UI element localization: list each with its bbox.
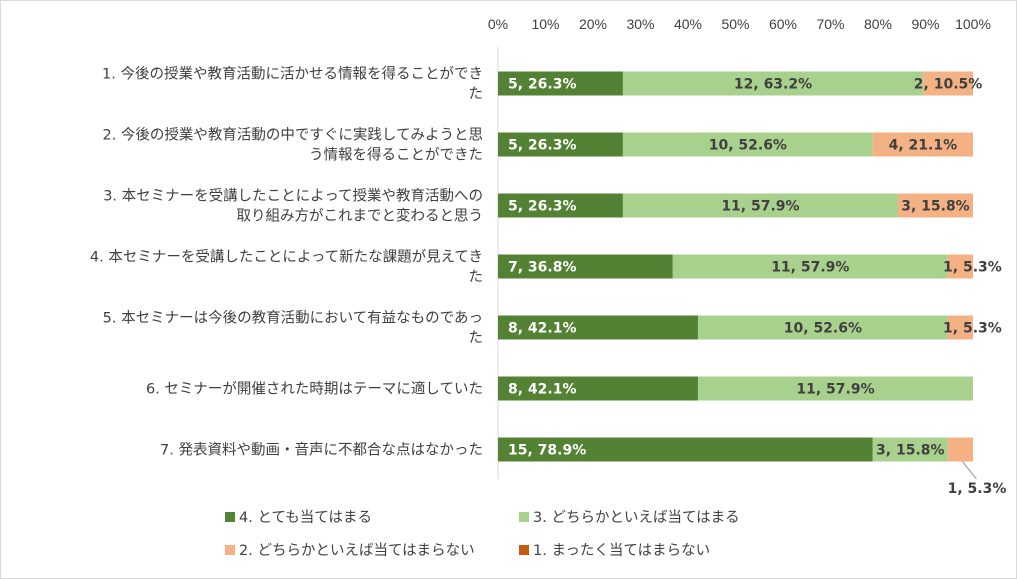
data-label: 2, 10.5% <box>914 77 983 93</box>
data-label: 1, 5.3% <box>943 260 1002 276</box>
bar-segment <box>498 71 623 96</box>
bar-segment <box>947 254 973 279</box>
x-tick-labels: 0% 10% 20% 30% 40% 50% 60% 70% 80% 90% 100% <box>488 16 991 32</box>
category-label: う情報を得ることができた <box>309 147 483 164</box>
data-labels: 5, 26.3% 12, 63.2% 2, 10.5% 5, 26.3% 10, 52.… <box>508 77 1006 498</box>
bar-segment <box>498 254 673 279</box>
data-label: 1, 5.3% <box>948 481 1007 497</box>
bar-segment <box>498 193 623 218</box>
legend-swatch <box>519 545 529 555</box>
x-tick-label: 10% <box>531 16 559 32</box>
bar-segment <box>498 132 623 157</box>
x-tick-label: 100% <box>955 16 991 32</box>
x-tick-label: 30% <box>626 16 654 32</box>
x-tick-label: 70% <box>816 16 844 32</box>
bar-segment <box>947 437 973 462</box>
legend-label: 3. どちらかといえば当てはまる <box>533 509 740 526</box>
bar-segment <box>897 193 973 218</box>
data-label: 7, 36.8% <box>508 260 577 276</box>
category-label: た <box>469 330 484 347</box>
data-label: 12, 63.2% <box>734 77 812 93</box>
category-label: 2. 今後の授業や教育活動の中ですぐに実践してみようと思 <box>102 127 483 144</box>
category-label: た <box>469 86 484 103</box>
legend-swatch <box>519 512 529 522</box>
data-label: 1, 5.3% <box>943 321 1002 337</box>
data-label: 11, 57.9% <box>796 382 874 398</box>
legend-label: 1. まったく当てはまらない <box>533 542 710 559</box>
bar-segments <box>498 71 973 462</box>
data-label: 5, 26.3% <box>508 138 577 154</box>
category-label: 1. 今後の授業や教育活動に活かせる情報を得ることができ <box>102 66 483 83</box>
bar-segment <box>622 193 898 218</box>
data-label: 4, 21.1% <box>889 138 958 154</box>
x-tick-label: 90% <box>911 16 939 32</box>
legend-swatch <box>225 545 235 555</box>
data-label: 11, 57.9% <box>771 260 849 276</box>
x-tick-label: 80% <box>864 16 892 32</box>
bar-segment <box>622 132 873 157</box>
bar-segment <box>672 254 948 279</box>
x-tick-label: 40% <box>674 16 702 32</box>
bar-segment <box>498 376 698 401</box>
legend: 4. とても当てはまる 3. どちらかといえば当てはまる 2. どちらかといえば当て… <box>225 509 740 559</box>
data-label: 15, 78.9% <box>508 443 586 459</box>
x-tick-label: 60% <box>769 16 797 32</box>
bar-segment <box>697 315 948 340</box>
category-label: 6. セミナーが開催された時期はテーマに適していた <box>146 380 483 398</box>
bar-segment <box>947 315 973 340</box>
legend-label: 2. どちらかといえば当てはまらない <box>239 542 475 559</box>
bar-segment <box>498 315 698 340</box>
bar-segment <box>697 376 973 401</box>
bar-segment <box>923 71 973 96</box>
data-label: 5, 26.3% <box>508 199 577 215</box>
legend-label: 4. とても当てはまる <box>239 509 372 526</box>
bar-segment <box>622 71 924 96</box>
data-label: 5, 26.3% <box>508 77 577 93</box>
x-tick-label: 0% <box>488 16 508 32</box>
data-label: 10, 52.6% <box>709 138 787 154</box>
data-label: 8, 42.1% <box>508 321 577 337</box>
bar-segment <box>872 437 948 462</box>
callout-line <box>961 461 977 480</box>
category-label: 3. 本セミナーを受講したことによって授業や教育活動への <box>103 188 483 205</box>
data-label: 8, 42.1% <box>508 382 577 398</box>
data-label: 10, 52.6% <box>784 321 862 337</box>
category-label: 取り組み方がこれまでと変わると思う <box>237 208 484 225</box>
category-label: 4. 本セミナーを受講したことによって新たな課題が見えてき <box>90 249 483 266</box>
category-label: た <box>469 269 484 286</box>
data-label: 3, 15.8% <box>876 443 945 459</box>
data-label: 11, 57.9% <box>721 199 799 215</box>
legend-swatch <box>225 512 235 522</box>
category-label: 5. 本セミナーは今後の教育活動において有益なものであっ <box>103 310 483 327</box>
x-tick-label: 20% <box>579 16 607 32</box>
bar-segment <box>872 132 973 157</box>
data-label: 3, 15.8% <box>901 199 970 215</box>
category-label: 7. 発表資料や動画・音声に不都合な点はなかった <box>160 441 483 459</box>
bar-segment <box>498 437 873 462</box>
x-tick-label: 50% <box>721 16 749 32</box>
